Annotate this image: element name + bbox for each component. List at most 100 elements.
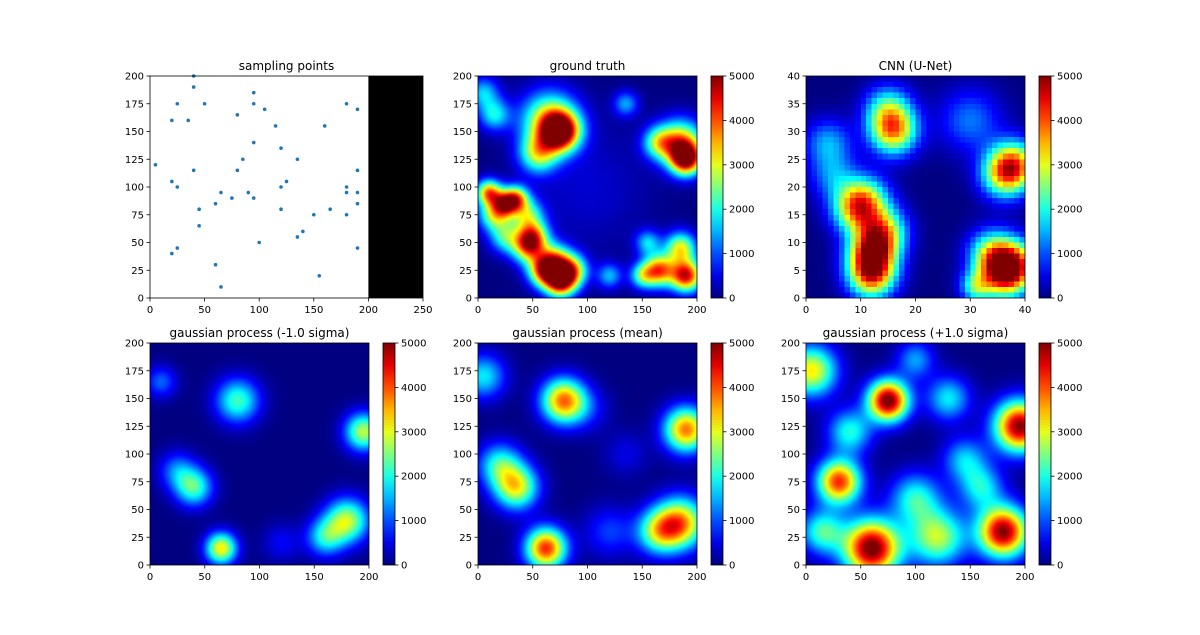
y-tick-label: 35 bbox=[787, 99, 800, 110]
colorbar-tick-label: 5000 bbox=[729, 339, 754, 350]
colorbar bbox=[1038, 342, 1052, 566]
y-tick-label: 50 bbox=[131, 505, 144, 516]
chart-title: sampling points bbox=[239, 59, 334, 73]
colorbar-tick-label: 2000 bbox=[1057, 472, 1082, 483]
x-tick-label: 150 bbox=[305, 572, 324, 583]
colorbar-tick-label: 0 bbox=[1057, 561, 1063, 572]
x-tick-label: 100 bbox=[250, 305, 269, 316]
sample-point bbox=[230, 196, 234, 200]
x-tick-label: 0 bbox=[475, 572, 481, 583]
sample-point bbox=[355, 246, 360, 250]
y-tick-label: 25 bbox=[131, 266, 144, 277]
y-tick-label: 175 bbox=[453, 99, 472, 110]
colorbar-tick-label: 2000 bbox=[729, 472, 754, 483]
chart-title: CNN (U-Net) bbox=[879, 59, 953, 73]
y-tick-label: 0 bbox=[138, 294, 144, 305]
sample-point bbox=[344, 190, 349, 195]
colorbar-tick-label: 0 bbox=[729, 561, 735, 572]
y-tick-label: 100 bbox=[125, 183, 144, 194]
x-tick-label: 200 bbox=[1015, 572, 1034, 583]
colorbar-tick-label: 5000 bbox=[1057, 339, 1082, 350]
y-tick-label: 150 bbox=[453, 394, 472, 405]
sample-point bbox=[262, 107, 267, 112]
y-tick-label: 75 bbox=[131, 210, 144, 221]
chart-panel-2: 0 1000 2000 3000 4000 5000 0 10 20 30 40 0 5 10 15 20 25… bbox=[787, 59, 1082, 316]
x-tick-label: 50 bbox=[198, 572, 211, 583]
colorbar-tick-label: 5000 bbox=[729, 72, 754, 83]
x-tick-label: 100 bbox=[578, 305, 597, 316]
sample-point bbox=[170, 118, 174, 123]
x-tick-label: 50 bbox=[854, 572, 867, 583]
chart-title: gaussian process (+1.0 sigma) bbox=[823, 326, 1009, 340]
heatmap-image bbox=[806, 343, 1025, 565]
y-tick-label: 200 bbox=[453, 339, 472, 350]
x-tick-label: 150 bbox=[633, 305, 652, 316]
sample-point bbox=[322, 124, 327, 128]
x-tick-label: 10 bbox=[854, 305, 867, 316]
colorbar-tick-label: 4000 bbox=[1057, 383, 1082, 394]
sample-point bbox=[191, 168, 196, 173]
heatmap-image bbox=[478, 76, 697, 298]
x-tick-label: 0 bbox=[147, 572, 153, 583]
y-tick-label: 0 bbox=[794, 294, 800, 305]
sample-point bbox=[251, 140, 256, 145]
x-tick-label: 30 bbox=[964, 305, 977, 316]
chart-title: ground truth bbox=[550, 59, 626, 73]
sample-point bbox=[251, 101, 256, 106]
x-tick-label: 0 bbox=[475, 305, 481, 316]
heatmap-image bbox=[150, 343, 369, 565]
y-tick-label: 50 bbox=[131, 238, 144, 249]
colorbar-tick-label: 1000 bbox=[729, 249, 754, 260]
sample-point bbox=[235, 168, 240, 173]
y-tick-label: 0 bbox=[794, 561, 800, 572]
y-tick-label: 40 bbox=[787, 72, 800, 83]
sample-point bbox=[219, 190, 223, 195]
y-tick-label: 125 bbox=[453, 422, 472, 433]
y-tick-label: 125 bbox=[453, 155, 472, 166]
masked-region bbox=[368, 76, 423, 298]
sample-point bbox=[213, 262, 218, 267]
sample-point bbox=[175, 101, 180, 106]
sample-point bbox=[279, 185, 283, 189]
sample-point bbox=[344, 185, 349, 189]
sample-point bbox=[344, 101, 349, 106]
sample-point bbox=[279, 207, 283, 211]
sample-point bbox=[317, 274, 322, 278]
colorbar bbox=[1038, 75, 1052, 299]
y-tick-label: 175 bbox=[781, 366, 800, 377]
sample-point bbox=[301, 229, 305, 234]
colorbar bbox=[710, 342, 724, 566]
colorbar-tick-label: 0 bbox=[401, 561, 407, 572]
sample-point bbox=[355, 190, 360, 195]
x-tick-label: 50 bbox=[198, 305, 211, 316]
y-tick-label: 100 bbox=[453, 450, 472, 461]
y-tick-label: 150 bbox=[453, 127, 472, 138]
colorbar-tick-label: 0 bbox=[729, 294, 735, 305]
y-tick-label: 75 bbox=[459, 210, 472, 221]
y-tick-label: 175 bbox=[453, 366, 472, 377]
x-tick-label: 0 bbox=[803, 305, 809, 316]
y-tick-label: 100 bbox=[781, 450, 800, 461]
y-tick-label: 200 bbox=[781, 339, 800, 350]
sample-point bbox=[246, 190, 251, 195]
sample-point bbox=[295, 157, 300, 162]
y-tick-label: 20 bbox=[787, 183, 800, 194]
sample-point bbox=[355, 107, 360, 112]
y-tick-label: 25 bbox=[787, 533, 800, 544]
sample-point bbox=[273, 124, 278, 128]
y-tick-label: 50 bbox=[459, 238, 472, 249]
colorbar-tick-label: 1000 bbox=[401, 516, 426, 527]
sample-point bbox=[312, 212, 316, 217]
sample-point bbox=[175, 185, 180, 189]
heatmap-image bbox=[806, 76, 1025, 298]
sample-point bbox=[328, 207, 332, 211]
x-tick-label: 150 bbox=[961, 572, 980, 583]
y-tick-label: 5 bbox=[794, 266, 800, 277]
y-tick-label: 30 bbox=[787, 127, 800, 138]
colorbar-tick-label: 3000 bbox=[401, 427, 426, 438]
sample-point bbox=[279, 146, 283, 150]
